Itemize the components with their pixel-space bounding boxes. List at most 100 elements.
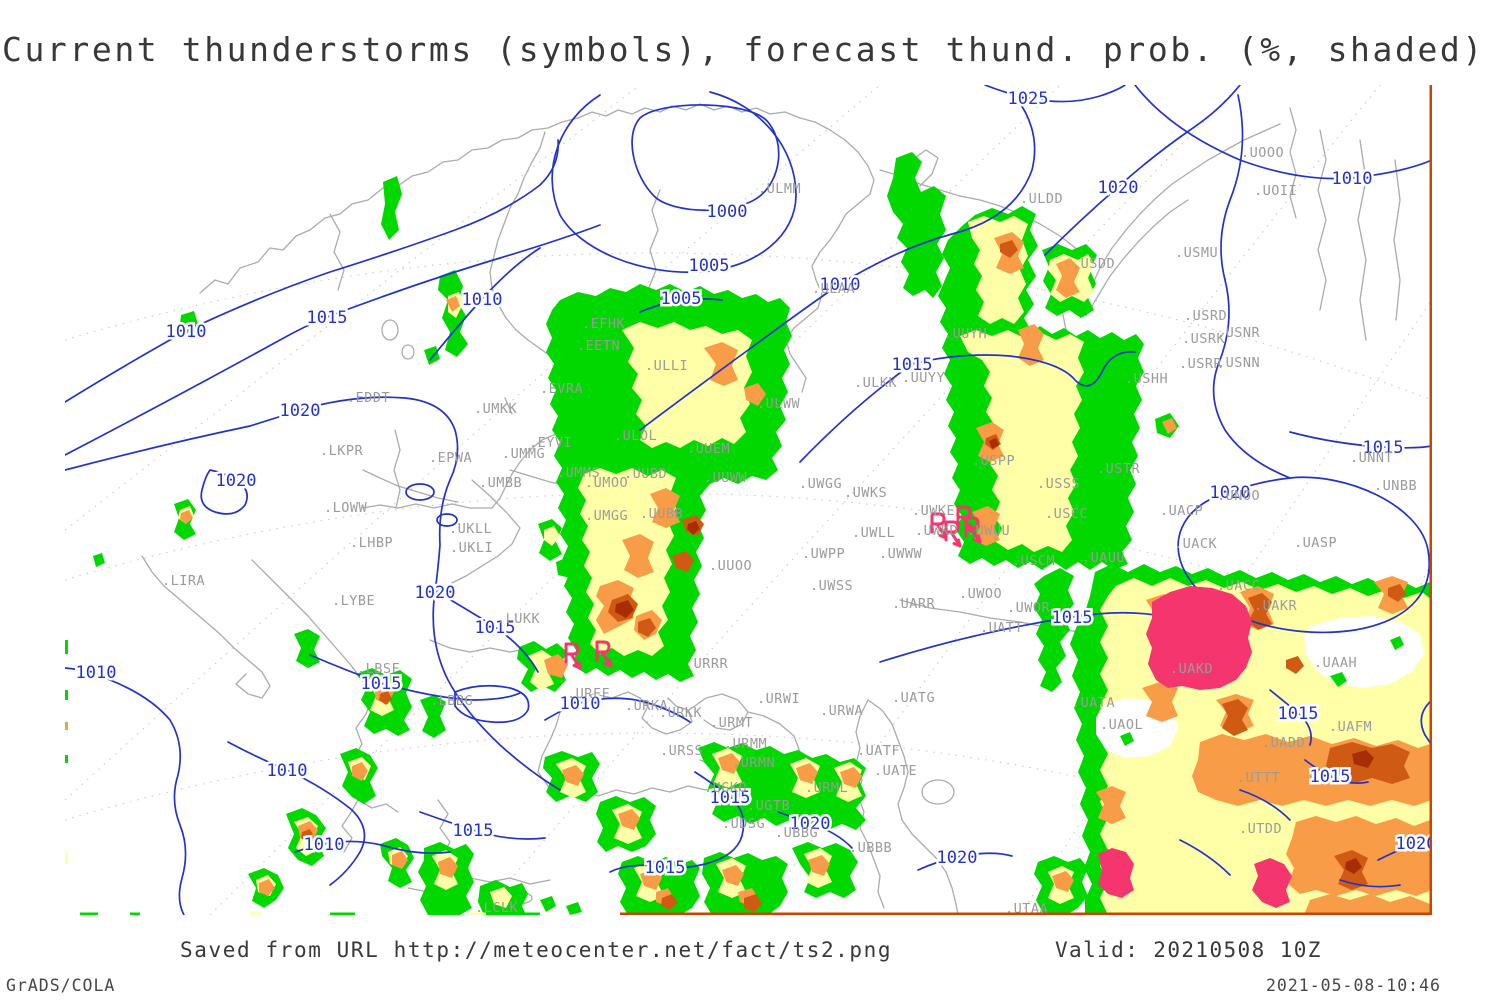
isobar-label: 1015 bbox=[1310, 767, 1351, 787]
isobar-label: 1020 bbox=[415, 583, 456, 603]
isobar-label: 1010 bbox=[267, 761, 308, 781]
station-label: .EVRA bbox=[540, 381, 583, 397]
station-label: .URMM bbox=[724, 736, 767, 752]
station-label: .URMN bbox=[732, 755, 775, 771]
isobar-label: 1020 bbox=[1396, 834, 1437, 854]
station-label: .URFF bbox=[567, 686, 610, 702]
footer-generated-timestamp: 2021-05-08-10:46 bbox=[1266, 976, 1441, 995]
station-label: .UWUU bbox=[967, 523, 1010, 539]
station-label: .UWOR bbox=[1007, 600, 1051, 616]
isobar-label: 1010 bbox=[166, 322, 207, 342]
isobar-label: 1010 bbox=[304, 835, 345, 855]
isobar-label: 1015 bbox=[453, 821, 494, 841]
station-label: .UATF bbox=[857, 743, 900, 759]
station-label: .USTR bbox=[1097, 461, 1141, 477]
isobar-label: 1020 bbox=[937, 848, 978, 868]
station-label: .URKA bbox=[625, 698, 668, 714]
station-label: .URWA bbox=[820, 703, 863, 719]
station-label: .USRD bbox=[1184, 308, 1227, 324]
footer-valid-time: Valid: 20210508 10Z bbox=[1055, 938, 1322, 962]
station-label: .UMMS bbox=[557, 465, 600, 481]
station-label: .UAKR bbox=[1254, 598, 1298, 614]
station-label: .UNBB bbox=[1374, 478, 1417, 494]
station-label: .LIRA bbox=[162, 573, 205, 589]
map-frame bbox=[65, 85, 1432, 915]
station-label: .LOWW bbox=[324, 500, 368, 516]
isobar-label: 1005 bbox=[661, 289, 702, 309]
station-label: .USSS bbox=[1037, 476, 1080, 492]
station-label: .UATE bbox=[874, 763, 917, 779]
station-label: .ULMM bbox=[758, 181, 801, 197]
station-label: .ULOL bbox=[614, 428, 657, 444]
station-label: .ULWW bbox=[757, 396, 801, 412]
station-label: .UKLI bbox=[450, 540, 493, 556]
isobar-label: 1005 bbox=[689, 256, 730, 276]
isobar-label: 1025 bbox=[1008, 89, 1049, 109]
station-label: .UUBB bbox=[640, 506, 683, 522]
station-label: .LCLK bbox=[475, 900, 519, 916]
station-label: .URRR bbox=[685, 656, 729, 672]
station-label: .UOII bbox=[1254, 183, 1297, 199]
station-labels-layer: .ULMM .ULDD .ULAA .UOOO .UOII .USMU .USDD .USRD… bbox=[162, 145, 1417, 917]
station-label: .UUEM bbox=[687, 441, 730, 457]
footer-engine-credit: GrADS/COLA bbox=[6, 976, 116, 995]
station-label: .UAAH bbox=[1314, 655, 1357, 671]
station-label: .UWSS bbox=[810, 578, 853, 594]
station-label: .UACK bbox=[1174, 536, 1218, 552]
station-label: .UATG bbox=[892, 690, 935, 706]
isobar-label: 1000 bbox=[707, 202, 748, 222]
station-label: .UWGG bbox=[799, 476, 842, 492]
station-label: .UMMG bbox=[502, 446, 545, 462]
isobar-label: 1010 bbox=[820, 275, 861, 295]
station-label: .UDSG bbox=[722, 816, 765, 832]
isobar-label: 1010 bbox=[560, 694, 601, 714]
station-label: .UMOO bbox=[585, 475, 628, 491]
thunderstorm-clusters bbox=[1098, 586, 1292, 908]
isobar-label: 1015 bbox=[1363, 438, 1404, 458]
station-label: .UACP bbox=[1160, 503, 1203, 519]
station-label: .UWWW bbox=[879, 546, 923, 562]
station-label: .UADD bbox=[1262, 735, 1305, 751]
isobar-label: 1015 bbox=[1278, 704, 1319, 724]
station-label: .UATT bbox=[980, 620, 1023, 636]
isobar-label: 1015 bbox=[361, 674, 402, 694]
station-label: .UAKD bbox=[1170, 661, 1213, 677]
station-label: .UUYH bbox=[944, 326, 987, 342]
isobar-label: 1010 bbox=[76, 663, 117, 683]
station-label: .UMKK bbox=[474, 401, 518, 417]
station-label: .UAFM bbox=[1329, 719, 1372, 735]
station-label: .UACC bbox=[1217, 578, 1260, 594]
station-label: .LBBG bbox=[430, 693, 473, 709]
station-label: .UGKO bbox=[704, 780, 747, 796]
isobar-label: 1015 bbox=[892, 355, 933, 375]
station-label: .USCC bbox=[1045, 506, 1088, 522]
station-label: .URWI bbox=[757, 691, 800, 707]
footer-saved-url: Saved from URL http://meteocenter.net/fa… bbox=[180, 938, 893, 962]
isobar-label: 1010 bbox=[462, 290, 503, 310]
station-label: .UKLL bbox=[449, 521, 492, 537]
isobar-label: 1020 bbox=[1098, 178, 1139, 198]
isobar-labels-layer: 1000 1005 1005 1010 1010 1010 1010 1010 1010 1010… bbox=[73, 87, 1437, 881]
isobars bbox=[65, 85, 1432, 915]
isobar-label: 1010 bbox=[1332, 169, 1373, 189]
station-label: .UUBD bbox=[624, 466, 667, 482]
station-label: .ULDD bbox=[1020, 191, 1063, 207]
station-label: .UWKD bbox=[915, 523, 958, 539]
isobar-label: 1020 bbox=[790, 814, 831, 834]
station-label: .EETN bbox=[577, 338, 620, 354]
station-label: .UUYY bbox=[902, 370, 945, 386]
station-label: .EDDT bbox=[347, 390, 390, 406]
station-label: .UBBB bbox=[849, 840, 892, 856]
station-label: .UNOO bbox=[1217, 488, 1260, 504]
station-label: .UTAA bbox=[1005, 901, 1048, 917]
station-label: .UWPP bbox=[802, 546, 845, 562]
station-label: .LYBE bbox=[332, 593, 375, 609]
station-label: .LHBP bbox=[350, 535, 393, 551]
isobar-label: 1015 bbox=[475, 618, 516, 638]
station-label: .URSS bbox=[660, 743, 703, 759]
station-label: .EFHK bbox=[582, 316, 626, 332]
station-label: .UARR bbox=[892, 596, 936, 612]
station-label: .ULAA bbox=[812, 281, 855, 297]
